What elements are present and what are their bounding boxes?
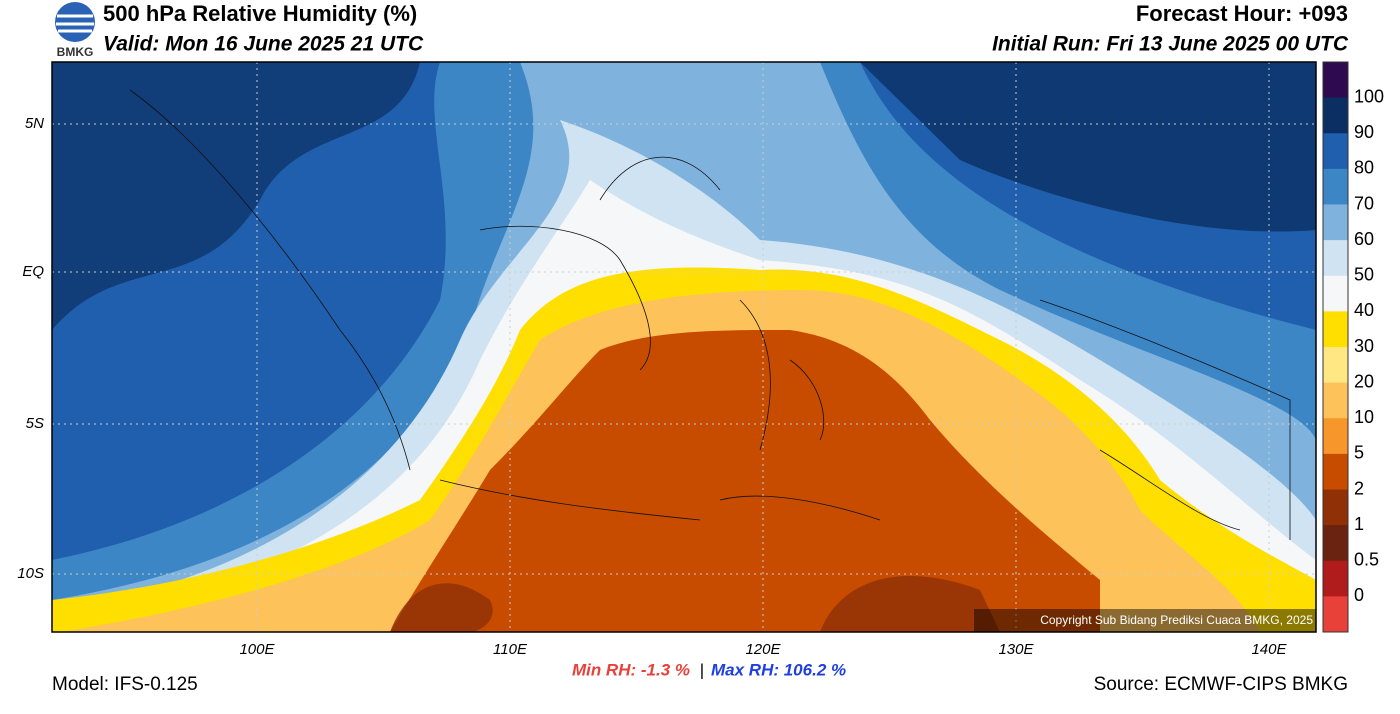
initial-run: Initial Run: Fri 13 June 2025 00 UTC (992, 33, 1349, 56)
colorbar-label: 5 (1354, 443, 1364, 463)
colorbar-swatch (1323, 133, 1348, 170)
logo-text: BMKG (57, 45, 94, 59)
colorbar-swatch (1323, 596, 1348, 633)
colorbar-swatch (1323, 275, 1348, 312)
copyright-box (974, 609, 1316, 632)
forecast-hour: Forecast Hour: +093 (1136, 1, 1348, 26)
colorbar-label: 40 (1354, 300, 1374, 320)
title: 500 hPa Relative Humidity (%) (103, 1, 417, 26)
source: Source: ECMWF-CIPS BMKG (1094, 674, 1348, 695)
colorbar-swatch (1323, 525, 1348, 562)
colorbar-label: 30 (1354, 336, 1374, 356)
lat-label: 5S (26, 415, 44, 432)
map-frame (51, 61, 1317, 633)
colorbar-swatch (1323, 168, 1348, 205)
colorbar-frame (1322, 61, 1349, 633)
valid-time: Valid: Mon 16 June 2025 21 UTC (103, 33, 424, 56)
colorbar-swatch (1323, 418, 1348, 455)
max-rh: Max RH: 106.2 % (711, 660, 846, 679)
colorbar-swatch (1323, 560, 1348, 597)
graticule: 5N EQ 5S 10S 100E 110E 120E 130E 140E (17, 62, 1316, 658)
colorbar-label: 50 (1354, 265, 1374, 285)
colorbar-label: 80 (1354, 158, 1374, 178)
colorbar-swatch (1323, 204, 1348, 241)
lon-label: 130E (998, 641, 1034, 658)
lat-label: EQ (22, 263, 44, 280)
colorbar-swatch (1323, 489, 1348, 526)
lat-label: 5N (25, 115, 44, 132)
coastlines (129, 89, 1291, 540)
colorbar-swatch (1323, 97, 1348, 134)
colorbar-label: 90 (1354, 122, 1374, 142)
lon-label: 120E (745, 641, 781, 658)
colorbar-swatch (1323, 62, 1348, 99)
colorbar-swatch (1323, 240, 1348, 277)
lon-label: 110E (493, 641, 528, 658)
lat-label: 10S (17, 565, 44, 582)
colorbar-swatch (1323, 347, 1348, 384)
colorbar-label: 0.5 (1354, 550, 1379, 570)
colorbar-label: 1 (1354, 514, 1364, 534)
colorbar-swatch (1323, 382, 1348, 419)
separator: | (700, 660, 704, 679)
colorbar-label: 2 (1354, 478, 1364, 498)
colorbar-swatch (1323, 311, 1348, 348)
colorbar-swatch (1323, 453, 1348, 490)
colorbar: 100 90 80 70 60 50 40 30 20 10 5 2 1 0.5 0 (1322, 61, 1384, 633)
logo: BMKG (55, 2, 95, 59)
colorbar-label: 0 (1354, 585, 1364, 605)
copyright: Copyright Sub Bidang Prediksi Cuaca BMKG… (1040, 613, 1313, 627)
lon-label: 100E (239, 641, 275, 658)
colorbar-label: 20 (1354, 371, 1374, 391)
colorbar-label: 60 (1354, 229, 1374, 249)
colorbar-label: 10 (1354, 407, 1374, 427)
map-field (52, 62, 1316, 632)
colorbar-label: 70 (1354, 193, 1374, 213)
colorbar-label: 100 (1354, 86, 1384, 106)
lon-label: 140E (1251, 641, 1287, 658)
min-rh: Min RH: -1.3 % (572, 660, 690, 679)
model: Model: IFS-0.125 (52, 674, 198, 695)
